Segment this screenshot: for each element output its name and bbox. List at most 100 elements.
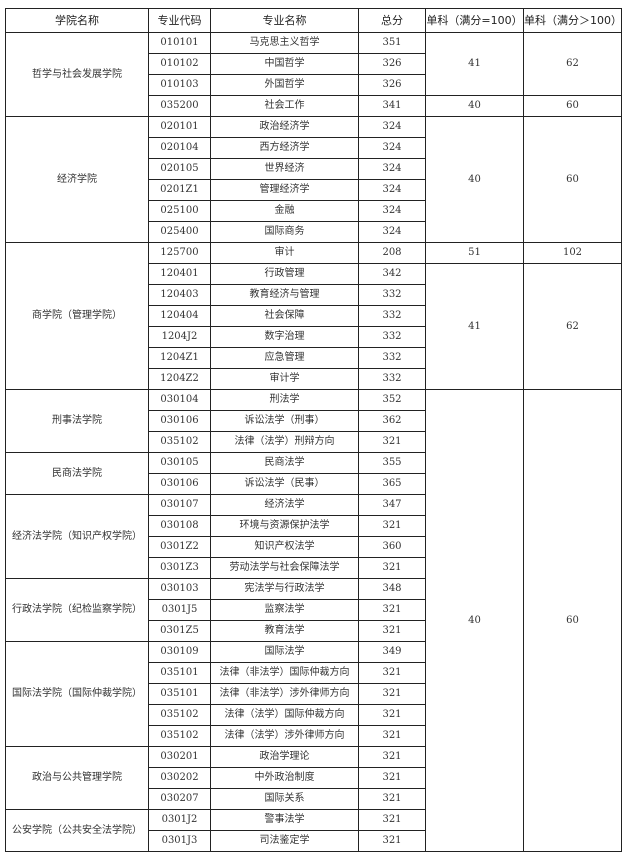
table-row: 120403 教育经济与管理 332 (6, 284, 622, 306)
single-score-100: 41 (425, 263, 524, 390)
table-row: 030108 环境与资源保护法学 321 (6, 515, 622, 537)
major-code: 1204Z2 (148, 368, 211, 390)
major-name: 教育法学 (210, 620, 359, 642)
table-row: 035200 社会工作 341 40 60 (6, 95, 622, 117)
major-code: 0301J5 (148, 599, 211, 621)
total-score: 321 (358, 704, 426, 726)
major-code: 030202 (148, 767, 211, 789)
single-score-100: 41 (425, 32, 524, 96)
major-code: 035101 (148, 662, 211, 684)
header-row: 学院名称 专业代码 专业名称 总分 单科（满分=100） 单科（满分＞100） (5, 8, 622, 33)
table-row: 商学院（管理学院） 125700 审计 208 51 102 (5, 242, 622, 390)
major-code: 030106 (148, 410, 211, 432)
college-name: 民商法学院 (5, 452, 149, 495)
college-name: 经济学院 (5, 116, 149, 243)
total-score: 324 (358, 200, 426, 222)
total-score: 321 (358, 620, 426, 642)
total-score: 324 (358, 179, 426, 201)
major-name: 审计学 (210, 368, 359, 390)
major-code: 030105 (148, 452, 211, 474)
table-row: 0301J5 监察法学 321 (6, 599, 622, 621)
table-row: 0301J3 司法鉴定学 321 (6, 830, 622, 852)
major-name: 国际法学 (210, 641, 359, 663)
total-score: 349 (358, 641, 426, 663)
table-row: 025100 金融 324 (6, 200, 622, 222)
major-code: 120403 (148, 284, 211, 306)
total-score: 332 (358, 284, 426, 306)
major-code: 030207 (148, 788, 211, 810)
major-name: 劳动法学与社会保障法学 (210, 557, 359, 579)
major-name: 宪法学与行政法学 (210, 578, 359, 600)
single-score-over100: 60 (523, 389, 622, 852)
table-row: 刑事法学院 030104 刑法学 352 40 60 (5, 389, 622, 852)
college-name: 国际法学院（国际仲裁学院） (5, 641, 149, 747)
major-name: 法律（法学）国际仲裁方向 (210, 704, 359, 726)
single-score-100: 40 (425, 389, 524, 852)
total-score: 321 (358, 809, 426, 831)
table-row: 经济学院 020101 政治经济学 324 40 60 (5, 116, 622, 243)
major-code: 020101 (148, 116, 211, 138)
total-score: 321 (358, 746, 426, 768)
major-name: 政治经济学 (210, 116, 359, 138)
header-college: 学院名称 (5, 8, 149, 33)
major-name: 国际商务 (210, 221, 359, 243)
total-score: 321 (358, 431, 426, 453)
major-name: 法律（非法学）国际仲裁方向 (210, 662, 359, 684)
total-score: 208 (358, 242, 426, 264)
major-code: 030104 (148, 389, 211, 411)
total-score: 324 (358, 116, 426, 138)
cut-off-title (0, 0, 624, 8)
header-major: 专业名称 (210, 8, 359, 33)
table-row: 民商法学院 030105 民商法学 355 (5, 452, 622, 495)
major-name: 诉讼法学（民事） (210, 473, 359, 495)
major-name: 马克思主义哲学 (210, 32, 359, 54)
table-row: 010102 中国哲学 326 (6, 53, 622, 75)
college-name: 商学院（管理学院） (5, 242, 149, 390)
major-name: 法律（非法学）涉外律师方向 (210, 683, 359, 705)
total-score: 332 (358, 305, 426, 327)
major-name: 政治学理论 (210, 746, 359, 768)
major-name: 社会保障 (210, 305, 359, 327)
table-row: 1204Z2 审计学 332 (6, 368, 622, 390)
major-code: 035101 (148, 683, 211, 705)
major-code: 0201Z1 (148, 179, 211, 201)
header-single-over100: 单科（满分＞100） (523, 8, 622, 33)
major-name: 刑法学 (210, 389, 359, 411)
score-table: 学院名称 专业代码 专业名称 总分 单科（满分=100） 单科（满分＞100） … (5, 8, 622, 852)
table-row: 035102 法律（法学）涉外律师方向 321 (6, 725, 622, 747)
single-score-100: 40 (425, 95, 524, 117)
major-name: 金融 (210, 200, 359, 222)
college-name: 行政法学院（纪检监察学院） (5, 578, 149, 642)
major-name: 法律（法学）涉外律师方向 (210, 725, 359, 747)
major-name: 警事法学 (210, 809, 359, 831)
single-score-over100: 60 (523, 116, 622, 243)
major-code: 120404 (148, 305, 211, 327)
single-score-over100: 102 (523, 242, 622, 264)
college-name: 刑事法学院 (5, 389, 149, 453)
total-score: 321 (358, 599, 426, 621)
major-code: 0301Z3 (148, 557, 211, 579)
major-name: 应急管理 (210, 347, 359, 369)
header-total: 总分 (358, 8, 426, 33)
major-code: 025400 (148, 221, 211, 243)
total-score: 321 (358, 767, 426, 789)
total-score: 321 (358, 683, 426, 705)
table-row: 035102 法律（法学）刑辩方向 321 (6, 431, 622, 453)
college-name: 哲学与社会发展学院 (5, 32, 149, 117)
major-code: 030107 (148, 494, 211, 516)
table-row: 120401 行政管理 342 41 62 (6, 263, 622, 390)
total-score: 348 (358, 578, 426, 600)
major-code: 0301J3 (148, 830, 211, 852)
major-name: 法律（法学）刑辩方向 (210, 431, 359, 453)
major-code: 030201 (148, 746, 211, 768)
total-score: 332 (358, 347, 426, 369)
major-name: 经济法学 (210, 494, 359, 516)
total-score: 321 (358, 788, 426, 810)
college-name: 经济法学院（知识产权学院） (5, 494, 149, 579)
total-score: 321 (358, 830, 426, 852)
total-score: 362 (358, 410, 426, 432)
total-score: 360 (358, 536, 426, 558)
major-name: 国际关系 (210, 788, 359, 810)
major-code: 0301J2 (148, 809, 211, 831)
total-score: 324 (358, 158, 426, 180)
